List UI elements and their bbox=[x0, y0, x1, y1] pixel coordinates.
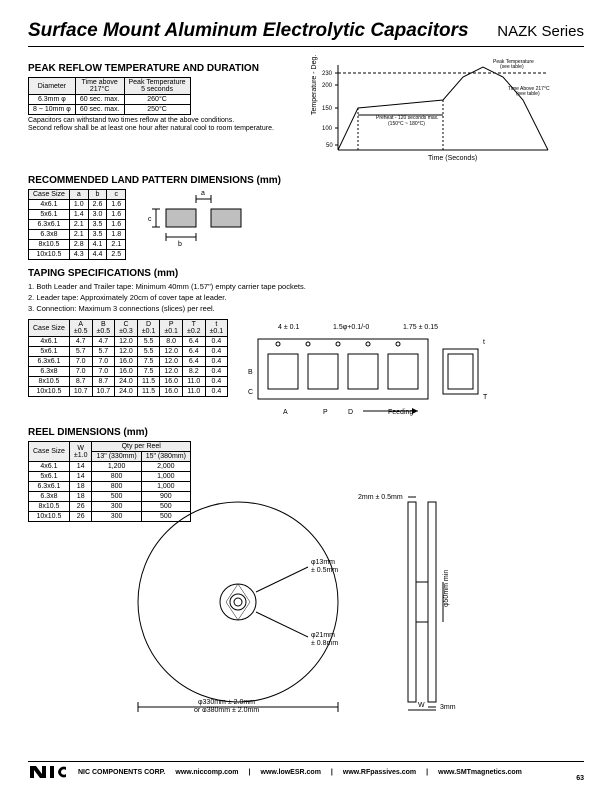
svg-text:T: T bbox=[483, 394, 488, 401]
reflow-table: Diameter Time above 217°C Peak Temperatu… bbox=[28, 77, 191, 115]
reflow-title: PEAK REFLOW TEMPERATURE AND DURATION bbox=[28, 63, 288, 74]
svg-text:1.75 ± 0.15: 1.75 ± 0.15 bbox=[403, 324, 438, 331]
series-label: NAZK Series bbox=[497, 23, 584, 40]
svg-text:t: t bbox=[483, 339, 485, 346]
land-title: RECOMMENDED LAND PATTERN DIMENSIONS (mm) bbox=[28, 175, 584, 186]
svg-text:100: 100 bbox=[322, 126, 333, 132]
page-number: 63 bbox=[576, 775, 584, 782]
reel-title: REEL DIMENSIONS (mm) bbox=[28, 427, 584, 438]
footer-link: www.SMTmagnetics.com bbox=[438, 769, 522, 776]
svg-text:D: D bbox=[348, 409, 353, 416]
footer-link: www.lowESR.com bbox=[261, 769, 321, 776]
land-diagram: a c b bbox=[146, 189, 286, 249]
svg-text:200: 200 bbox=[322, 83, 333, 89]
svg-text:φ330mm ± 2.0mm: φ330mm ± 2.0mm bbox=[198, 699, 255, 706]
svg-text:φ21mm: φ21mm bbox=[311, 632, 335, 639]
page-header: Surface Mount Aluminum Electrolytic Capa… bbox=[28, 20, 584, 47]
svg-text:(see table): (see table) bbox=[500, 64, 524, 70]
svg-text:(150°C ~ 180°C): (150°C ~ 180°C) bbox=[388, 121, 425, 127]
svg-text:C: C bbox=[248, 389, 253, 396]
svg-text:φ50mm min: φ50mm min bbox=[443, 570, 450, 607]
taping-table: Case Size A ±0.5 B ±0.5 C ±0.3 D ±0.1 P … bbox=[28, 319, 228, 397]
taping-note-3: 3. Connection: Maximum 3 connections (sl… bbox=[28, 304, 584, 313]
svg-text:P: P bbox=[323, 409, 328, 416]
taping-title: TAPING SPECIFICATIONS (mm) bbox=[28, 268, 584, 279]
svg-text:W: W bbox=[418, 702, 425, 709]
page-title: Surface Mount Aluminum Electrolytic Capa… bbox=[28, 20, 469, 42]
svg-text:B: B bbox=[248, 369, 253, 376]
svg-text:230: 230 bbox=[322, 71, 333, 77]
taping-note-1: 1. Both Leader and Trailer tape: Minimum… bbox=[28, 282, 584, 291]
svg-text:3mm: 3mm bbox=[440, 704, 456, 711]
th: Diameter bbox=[29, 78, 76, 95]
svg-text:or φ380mm ± 2.0mm: or φ380mm ± 2.0mm bbox=[194, 707, 259, 712]
svg-text:c: c bbox=[148, 216, 152, 223]
footer: NIC COMPONENTS CORP. www.niccomp.com| ww… bbox=[28, 761, 584, 780]
svg-text:Time (Seconds): Time (Seconds) bbox=[428, 155, 477, 162]
taping-note-2: 2. Leader tape: Approximately 20cm of co… bbox=[28, 293, 584, 302]
footer-link: www.RFpassives.com bbox=[343, 769, 416, 776]
svg-text:Feeding: Feeding bbox=[388, 409, 413, 416]
th: Peak Temperature 5 seconds bbox=[124, 78, 190, 95]
ylabel: Temperature - Deg. C bbox=[311, 55, 318, 115]
svg-text:± 0.8mm: ± 0.8mm bbox=[311, 640, 338, 647]
nic-logo-icon bbox=[28, 764, 68, 780]
svg-text:φ13mm: φ13mm bbox=[311, 559, 335, 566]
svg-text:50: 50 bbox=[326, 143, 333, 149]
taping-diagram: 4 ± 0.1 1.5φ+0.1/-0 1.75 ± 0.15 Feeding … bbox=[248, 319, 498, 419]
footer-link: www.niccomp.com bbox=[175, 769, 238, 776]
land-table: Case Sizeabc 4x6.11.02.61.6 5x6.11.43.01… bbox=[28, 189, 126, 260]
reflow-chart: Temperature - Deg. C 230 200 150 100 50 … bbox=[308, 55, 558, 165]
svg-text:b: b bbox=[178, 241, 182, 248]
svg-text:4 ± 0.1: 4 ± 0.1 bbox=[278, 324, 299, 331]
svg-text:(see table): (see table) bbox=[516, 91, 540, 97]
svg-text:2mm ± 0.5mm: 2mm ± 0.5mm bbox=[358, 494, 403, 501]
reflow-note: Capacitors can withstand two times reflo… bbox=[28, 117, 278, 134]
svg-text:1.5φ+0.1/-0: 1.5φ+0.1/-0 bbox=[333, 324, 369, 331]
reel-diagram: φ13mm± 0.5mm φ21mm± 0.8mm φ330mm ± 2.0mm… bbox=[108, 492, 528, 712]
th: Time above 217°C bbox=[75, 78, 124, 95]
svg-text:± 0.5mm: ± 0.5mm bbox=[311, 567, 338, 574]
svg-text:A: A bbox=[283, 409, 288, 416]
company-name: NIC COMPONENTS CORP. bbox=[78, 769, 165, 776]
svg-text:150: 150 bbox=[322, 106, 333, 112]
svg-text:a: a bbox=[201, 190, 205, 197]
